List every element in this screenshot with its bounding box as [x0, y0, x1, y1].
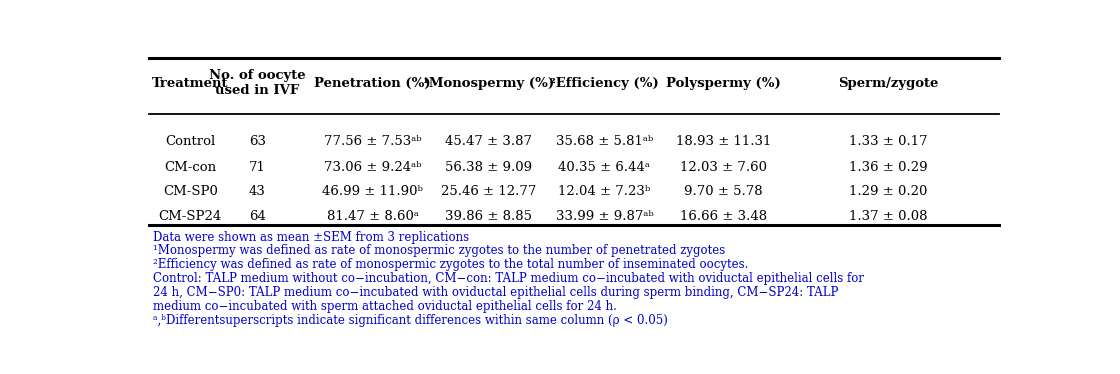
- Text: 64: 64: [249, 210, 265, 223]
- Text: 33.99 ± 9.87ᵃᵇ: 33.99 ± 9.87ᵃᵇ: [556, 210, 653, 223]
- Text: Penetration (%): Penetration (%): [315, 77, 431, 89]
- Text: medium co−incubated with sperm attached oviductal epithelial cells for 24 h.: medium co−incubated with sperm attached …: [153, 300, 617, 313]
- Text: CM-con: CM-con: [165, 161, 216, 174]
- Text: 56.38 ± 9.09: 56.38 ± 9.09: [446, 161, 532, 174]
- Text: 73.06 ± 9.24ᵃᵇ: 73.06 ± 9.24ᵃᵇ: [324, 161, 421, 174]
- Text: ¹Monospermy (%): ¹Monospermy (%): [423, 77, 554, 89]
- Text: 81.47 ± 8.60ᵃ: 81.47 ± 8.60ᵃ: [327, 210, 419, 223]
- Text: 1.36 ± 0.29: 1.36 ± 0.29: [849, 161, 927, 174]
- Text: Data were shown as mean ±SEM from 3 replications: Data were shown as mean ±SEM from 3 repl…: [153, 231, 469, 243]
- Text: 1.37 ± 0.08: 1.37 ± 0.08: [849, 210, 927, 223]
- Text: 18.93 ± 11.31: 18.93 ± 11.31: [675, 135, 771, 148]
- Text: 12.03 ± 7.60: 12.03 ± 7.60: [680, 161, 767, 174]
- Text: 40.35 ± 6.44ᵃ: 40.35 ± 6.44ᵃ: [559, 161, 651, 174]
- Text: 43: 43: [249, 185, 265, 198]
- Text: ᵃ,ᵇDifferentsuperscripts indicate significant differences within same column (ρ : ᵃ,ᵇDifferentsuperscripts indicate signif…: [153, 313, 668, 327]
- Text: Control: Control: [166, 135, 215, 148]
- Text: 45.47 ± 3.87: 45.47 ± 3.87: [446, 135, 532, 148]
- Text: ²Efficiency was defined as rate of monospermic zygotes to the total number of in: ²Efficiency was defined as rate of monos…: [153, 258, 748, 271]
- Text: 12.04 ± 7.23ᵇ: 12.04 ± 7.23ᵇ: [558, 185, 651, 198]
- Text: 16.66 ± 3.48: 16.66 ± 3.48: [680, 210, 767, 223]
- Text: No. of oocyte
used in IVF: No. of oocyte used in IVF: [208, 69, 306, 97]
- Text: 24 h, CM−SP0: TALP medium co−incubated with oviductal epithelial cells during sp: 24 h, CM−SP0: TALP medium co−incubated w…: [153, 286, 839, 299]
- Text: 9.70 ± 5.78: 9.70 ± 5.78: [684, 185, 763, 198]
- Text: 63: 63: [249, 135, 265, 148]
- Text: 1.29 ± 0.20: 1.29 ± 0.20: [849, 185, 927, 198]
- Text: 71: 71: [249, 161, 265, 174]
- Text: ²Efficiency (%): ²Efficiency (%): [550, 77, 659, 89]
- Text: Polyspermy (%): Polyspermy (%): [666, 77, 781, 89]
- Text: 39.86 ± 8.85: 39.86 ± 8.85: [446, 210, 532, 223]
- Text: Control: TALP medium without co−incubation, CM−con: TALP medium co−incubated wit: Control: TALP medium without co−incubati…: [153, 272, 864, 285]
- Text: CM-SP24: CM-SP24: [159, 210, 222, 223]
- Text: Treatment: Treatment: [152, 77, 228, 89]
- Text: 46.99 ± 11.90ᵇ: 46.99 ± 11.90ᵇ: [323, 185, 423, 198]
- Text: ¹Monospermy was defined as rate of monospermic zygotes to the number of penetrat: ¹Monospermy was defined as rate of monos…: [153, 245, 726, 257]
- Text: CM-SP0: CM-SP0: [162, 185, 217, 198]
- Text: 77.56 ± 7.53ᵃᵇ: 77.56 ± 7.53ᵃᵇ: [324, 135, 421, 148]
- Text: Sperm/zygote: Sperm/zygote: [838, 77, 939, 89]
- Text: 1.33 ± 0.17: 1.33 ± 0.17: [849, 135, 927, 148]
- Text: 25.46 ± 12.77: 25.46 ± 12.77: [441, 185, 536, 198]
- Text: 35.68 ± 5.81ᵃᵇ: 35.68 ± 5.81ᵃᵇ: [556, 135, 653, 148]
